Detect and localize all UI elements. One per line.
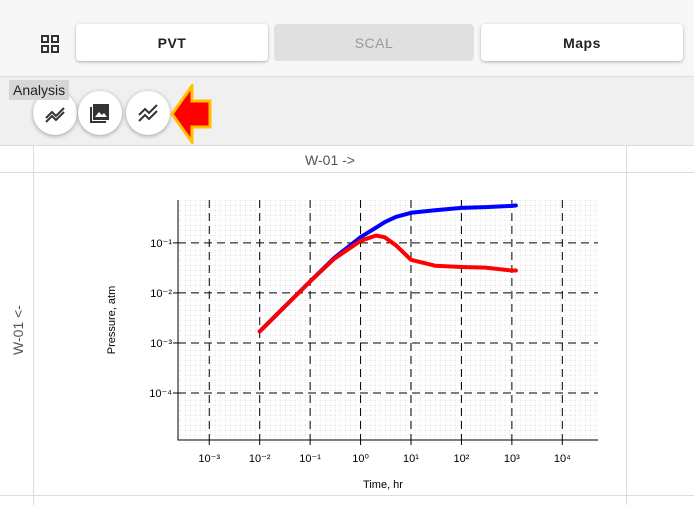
y-tick-label: 10⁻² [150, 288, 172, 300]
grid-line [0, 495, 694, 496]
grid-line [626, 145, 627, 505]
tab: SCAL [274, 24, 474, 61]
x-tick-label: 10³ [504, 453, 520, 465]
minor-grid [178, 200, 598, 440]
line-series [257, 233, 518, 334]
image-button[interactable] [78, 91, 122, 135]
x-tick-label: 10⁻² [249, 453, 271, 465]
x-tick-label: 10⁻¹ [299, 453, 321, 465]
chart-button[interactable] [126, 91, 170, 135]
x-tick-label: 10⁰ [352, 453, 369, 465]
grid-line [33, 145, 34, 505]
x-axis-label: Time, hr [363, 479, 403, 491]
apps-icon[interactable] [40, 34, 60, 54]
tab[interactable]: PVT [76, 24, 268, 61]
tab[interactable]: Maps [481, 24, 683, 61]
column-header: W-01 -> [305, 152, 355, 168]
x-tick-label: 10⁴ [554, 453, 571, 465]
x-tick-label: 10⁻³ [198, 453, 220, 465]
x-tick-label: 10¹ [403, 453, 419, 465]
y-tick-label: 10⁻⁴ [149, 388, 172, 400]
tooltip: Analysis [9, 80, 70, 100]
x-tick-label: 10² [453, 453, 469, 465]
grid-line [0, 172, 694, 173]
red-arrow [170, 84, 212, 144]
grid-line [0, 145, 694, 146]
y-tick-label: 10⁻¹ [150, 238, 172, 250]
y-tick-label: 10⁻³ [150, 338, 172, 350]
axis [177, 200, 598, 441]
y-axis-label: Pressure, atm [106, 286, 118, 354]
